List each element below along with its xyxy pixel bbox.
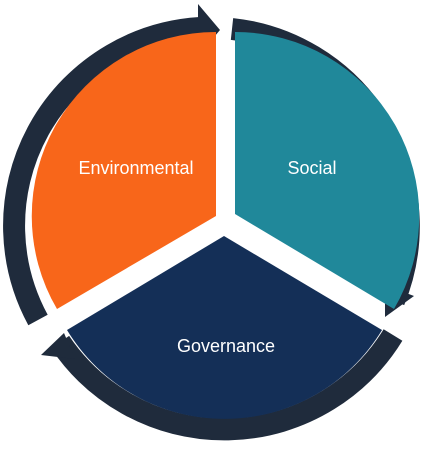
label-governance: Governance — [177, 336, 275, 356]
segment-environmental — [31, 31, 217, 310]
segment-social — [235, 31, 420, 310]
ring-arc-environmental — [3, 17, 201, 326]
label-social: Social — [287, 158, 336, 178]
ring-arc-governance — [50, 329, 403, 441]
label-environmental: Environmental — [78, 158, 193, 178]
segment-governance — [67, 236, 382, 419]
segments — [31, 31, 420, 419]
ring-arrowhead-governance — [41, 333, 75, 359]
